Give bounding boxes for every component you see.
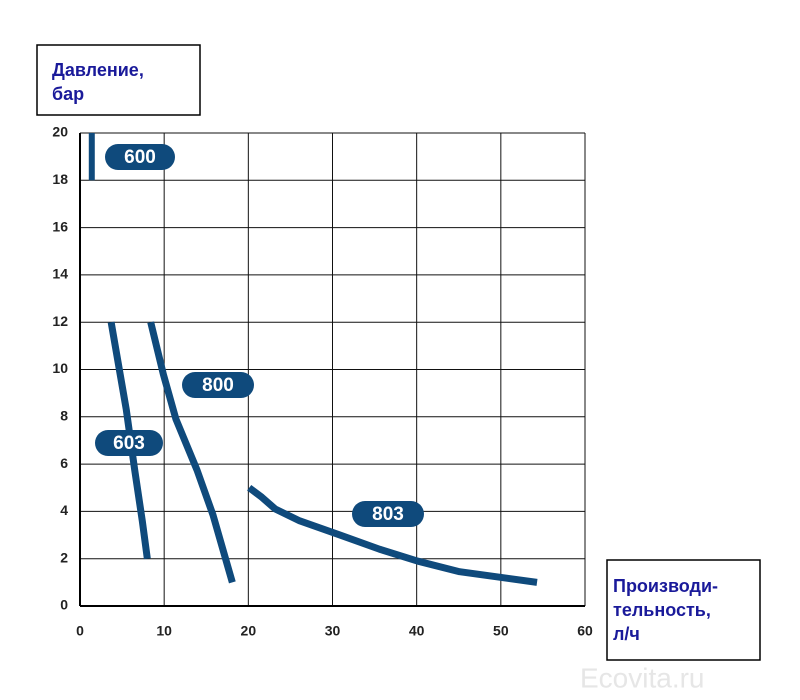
series-badge (95, 430, 163, 456)
x-tick-label: 20 (241, 623, 257, 639)
series-label: 600 (124, 147, 156, 168)
x-axis-label: л/ч (613, 624, 640, 644)
x-label-box (606, 559, 761, 661)
series-badge (105, 144, 175, 170)
line-series (247, 484, 538, 586)
line-series (147, 321, 236, 584)
y-tick-label: 6 (60, 455, 68, 471)
x-tick-label: 10 (156, 623, 172, 639)
y-tick-label: 16 (52, 218, 68, 234)
y-tick-label: 2 (60, 549, 68, 565)
x-tick-label: 0 (76, 623, 84, 639)
y-tick-label: 4 (60, 502, 68, 518)
y-axis-label: Давление, (52, 60, 144, 80)
series-label: 803 (372, 504, 404, 525)
watermark: Ecovita.ru (580, 662, 705, 693)
y-tick-label: 0 (60, 597, 68, 613)
y-tick-label: 10 (52, 360, 68, 376)
y-tick-label: 18 (52, 171, 68, 187)
x-tick-label: 30 (325, 623, 341, 639)
series-badge (182, 372, 254, 398)
x-tick-label: 50 (493, 623, 509, 639)
y-tick-label: 12 (52, 313, 68, 329)
series-label: 603 (113, 433, 145, 454)
y-tick-label: 20 (52, 124, 68, 140)
series-badge (352, 501, 424, 527)
y-axis-label: бар (52, 84, 84, 104)
y-label-box (36, 44, 201, 116)
x-tick-label: 60 (577, 623, 593, 639)
x-axis-label: Производи- (613, 576, 718, 596)
y-tick-label: 8 (60, 408, 68, 424)
line-series (107, 321, 151, 560)
series-label: 800 (202, 375, 234, 396)
y-tick-label: 14 (52, 266, 68, 282)
x-axis-label: тельность, (613, 600, 711, 620)
x-tick-label: 40 (409, 623, 425, 639)
